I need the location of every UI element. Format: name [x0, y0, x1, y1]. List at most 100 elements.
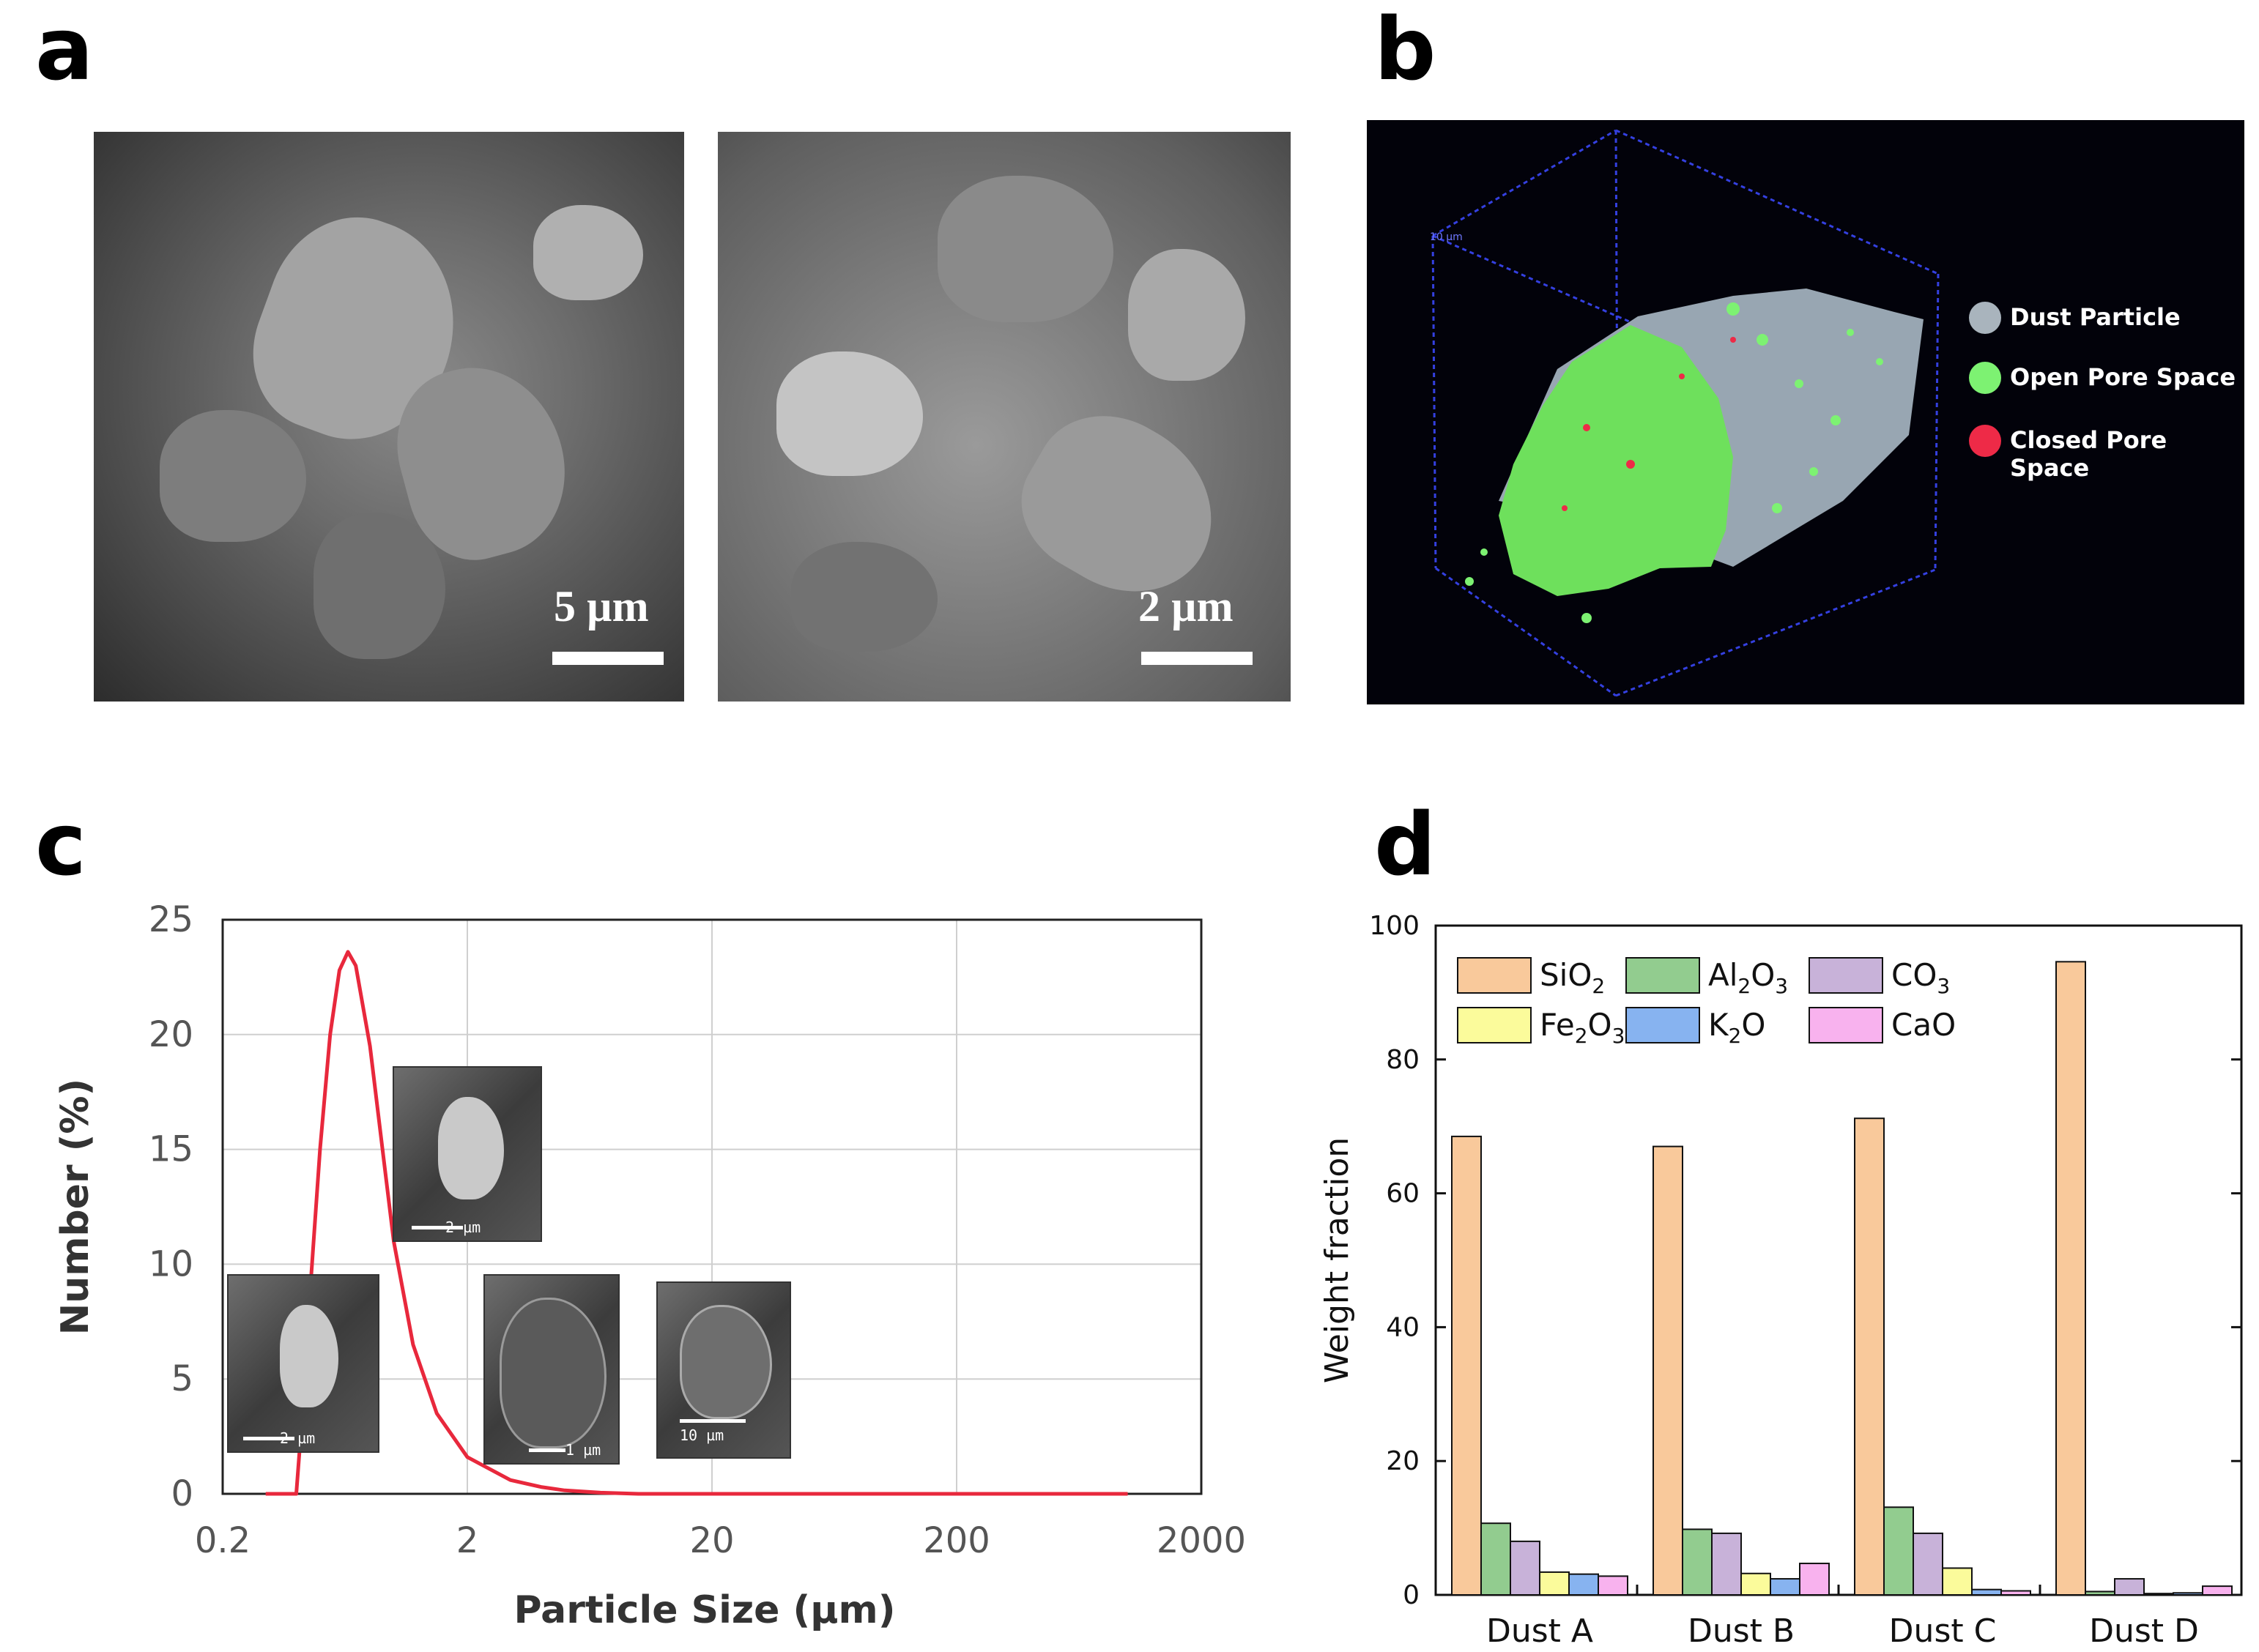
x-tick-label: 2000 [1157, 1520, 1246, 1561]
inset-sem-4: 10 µm [656, 1281, 791, 1459]
bar [1510, 1540, 1540, 1596]
data-point [1127, 1493, 1128, 1495]
legend-swatch [1625, 957, 1700, 994]
bar [2143, 1593, 2174, 1596]
legend-text: K [1708, 1007, 1729, 1043]
bar [1682, 1528, 1713, 1596]
y-tick-label: 25 [149, 899, 193, 940]
particle-shape [533, 205, 643, 300]
chart-c-particle-size: 0.2 2 20 200 2000 0 5 10 15 20 25 Particle Size (µm… [53, 899, 1246, 1632]
inset-scale-bar [680, 1419, 746, 1423]
data-point [319, 1149, 321, 1150]
scale-bar-label-2um: 2 µm [1138, 582, 1234, 630]
particle-shape [280, 1305, 338, 1407]
y-axis-title: Number (%) [53, 1079, 97, 1336]
scale-bar-label-5um: 5 µm [554, 582, 649, 630]
data-point [637, 1493, 639, 1495]
data-point [355, 965, 357, 967]
bar [1942, 1567, 1973, 1596]
data-point [600, 1492, 601, 1493]
chart-d-weight-fraction: 0 20 40 60 80 100 Dust A Dust B Dust C Dust D Weig… [1318, 911, 2243, 1650]
legend-swatch [1809, 957, 1883, 994]
data-point [711, 1493, 713, 1495]
y-tick-label: 80 [1386, 1045, 1420, 1075]
sem-image-right: 2 µm [718, 132, 1291, 702]
scale-bar-5um [552, 652, 664, 665]
x-tick-label: 0.2 [195, 1520, 251, 1561]
legend-text: SiO [1540, 957, 1592, 993]
y-tick-label: 0 [171, 1473, 193, 1514]
legend-swatch-dust-particle [1969, 302, 2001, 334]
bar [1451, 1135, 1482, 1596]
bar [2202, 1585, 2233, 1596]
bar [1652, 1145, 1683, 1596]
inset-sem-1: 2 µm [393, 1066, 542, 1242]
tomography-render: 10 µm Dust Particle Open Pore Space Clos… [1367, 120, 2244, 704]
panel-label-c: c [35, 794, 86, 895]
x-axis-title: Particle Size (µm) [513, 1588, 895, 1632]
legend-subscript: 3 [1937, 974, 1950, 998]
open-pore-region [1499, 325, 1733, 596]
particle-shape [938, 176, 1113, 322]
inset-scale-bar [412, 1226, 463, 1229]
panel-label-b: b [1374, 0, 1436, 100]
x-tick-label: 200 [923, 1520, 990, 1561]
particle-shape [314, 513, 445, 659]
bar [2000, 1590, 2031, 1596]
data-point [296, 1493, 297, 1495]
open-pore-speckles [1465, 302, 1883, 623]
particle-shape [680, 1305, 772, 1419]
panel-label-a: a [35, 0, 94, 100]
legend-label: SiO2 [1540, 957, 1605, 998]
legend-swatch-closed-pore [1969, 425, 2001, 457]
data-point [265, 1493, 267, 1495]
legend-swatch-open-pore [1969, 362, 2001, 394]
inset-scale-label: 2 µm [280, 1429, 316, 1447]
particle-shape [160, 410, 306, 542]
bar [1598, 1575, 1628, 1596]
y-tick-label: 10 [149, 1243, 193, 1284]
legend-swatch [1809, 1007, 1883, 1043]
legend-label: K2O [1708, 1007, 1765, 1048]
y-tick-label: 15 [149, 1129, 193, 1170]
y-tick-label: 20 [1386, 1446, 1420, 1476]
x-tick-label: Dust B [1688, 1612, 1795, 1650]
particle-shape [438, 1097, 504, 1199]
legend-label: CaO [1891, 1007, 1956, 1043]
inset-scale-label: 2 µm [445, 1218, 481, 1236]
data-point [382, 1149, 383, 1150]
bar [2173, 1592, 2203, 1596]
data-point [510, 1479, 511, 1481]
legend-subscript: 3 [1612, 1024, 1625, 1048]
data-point [347, 951, 349, 953]
closed-pore-speckles [1562, 337, 1736, 511]
data-point [412, 1344, 414, 1345]
particle-shape [500, 1298, 607, 1448]
tomography-svg [1431, 129, 1940, 697]
legend-subscript: 2 [1729, 1024, 1742, 1048]
y-axis-title: Weight fraction [1318, 1137, 1356, 1383]
data-point [564, 1489, 565, 1491]
inset-sem-2: 2 µm [227, 1274, 379, 1453]
x-tick-label: 20 [689, 1520, 734, 1561]
bar [1711, 1532, 1742, 1596]
legend-label: CO3 [1891, 957, 1950, 998]
y-tick-label: 20 [149, 1014, 193, 1055]
particle-shape [791, 542, 938, 652]
inset-scale-label: 1 µm [565, 1441, 601, 1459]
bar [2085, 1590, 2115, 1596]
bar [2114, 1578, 2145, 1596]
legend-text: CaO [1891, 1007, 1956, 1043]
bar [1740, 1572, 1771, 1596]
scale-bar-2um [1141, 652, 1253, 665]
x-tick-label: 2 [456, 1520, 479, 1561]
bar [1568, 1573, 1599, 1596]
bar [1770, 1578, 1800, 1596]
bar [1539, 1571, 1570, 1596]
bar [1883, 1506, 1914, 1596]
inset-scale-bar [243, 1437, 294, 1440]
bar [2055, 961, 2086, 1596]
legend-subscript: 2 [1575, 1024, 1588, 1048]
legend-label-closed-pore: Closed Pore Space [2010, 426, 2167, 482]
legend-text: O [1741, 1007, 1765, 1043]
